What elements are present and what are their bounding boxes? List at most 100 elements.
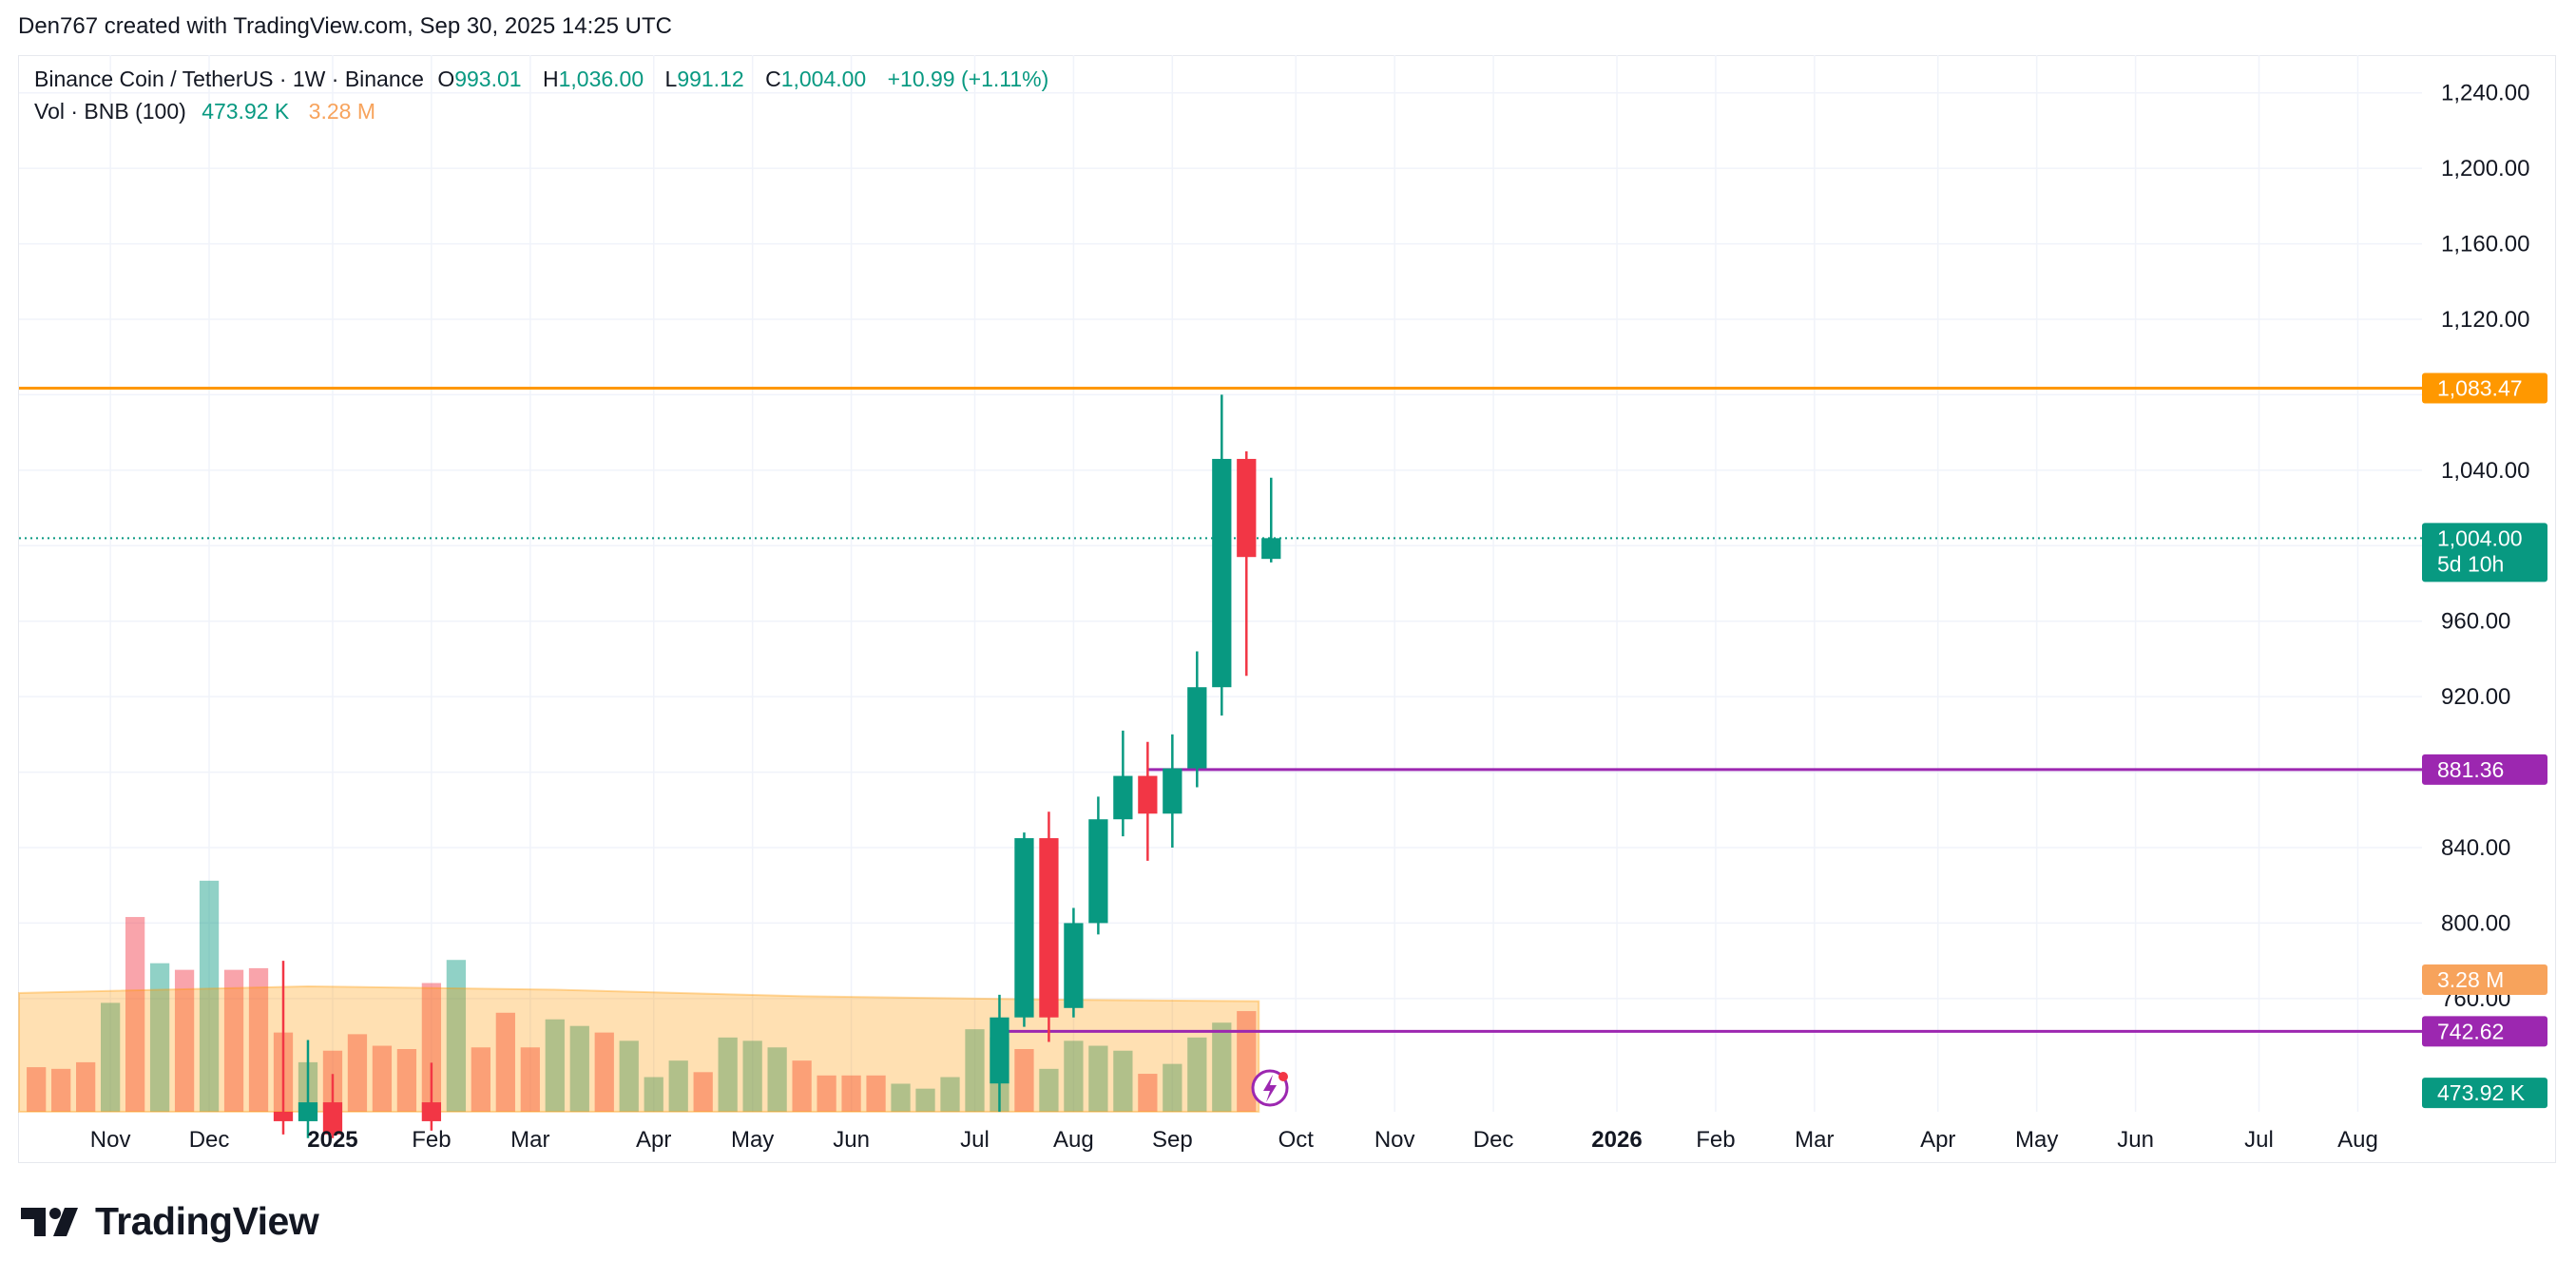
volume-bar: [569, 1025, 589, 1112]
volume-bar: [1237, 1011, 1257, 1112]
volume-bar: [1014, 1049, 1034, 1112]
price-tick-label: 800.00: [2441, 910, 2510, 936]
volume-bar: [76, 1061, 96, 1112]
price-tick-label: 1,040.00: [2441, 458, 2529, 484]
change-value: +10.99 (+1.11%): [887, 67, 1049, 91]
alert-icon[interactable]: [1251, 1069, 1289, 1107]
candle-body: [273, 1112, 294, 1121]
support-price-tag-text: 881.36: [2437, 757, 2504, 782]
symbol-name: Binance Coin / TetherUS · 1W · Binance: [34, 67, 424, 91]
volume-bar: [125, 917, 145, 1112]
volume-bar: [545, 1019, 565, 1112]
time-tick-label: Jun: [2117, 1127, 2154, 1153]
support-price-tag[interactable]: 881.36: [2422, 754, 2547, 785]
last-price-tag-text: 1,004.00: [2437, 525, 2523, 550]
time-tick-label: Dec: [1473, 1127, 1514, 1153]
price-tick-label: 1,160.00: [2441, 232, 2529, 258]
candle[interactable]: [322, 1074, 343, 1138]
volume-tag-bg: [2422, 964, 2547, 995]
volume-bar: [1113, 1050, 1133, 1112]
time-tick-label: Jul: [960, 1127, 990, 1153]
candle[interactable]: [1187, 651, 1207, 788]
candle[interactable]: [1014, 832, 1034, 1027]
candle[interactable]: [273, 961, 294, 1135]
candle-body: [1138, 775, 1158, 814]
time-tick-label: Aug: [2337, 1127, 2378, 1153]
close-value: 1,004.00: [780, 67, 867, 91]
symbol-legend[interactable]: Binance Coin / TetherUS · 1W · Binance O…: [34, 67, 1054, 92]
support-price-tag-bg: [2422, 1016, 2547, 1047]
volume-bar: [199, 880, 220, 1112]
chart-frame[interactable]: [18, 55, 2556, 1163]
volume-bar: [915, 1088, 935, 1112]
candle[interactable]: [1237, 451, 1257, 677]
candle-body: [1088, 819, 1108, 924]
time-tick-label: May: [731, 1127, 774, 1153]
time-tick-label: Apr: [1920, 1127, 1955, 1153]
candle[interactable]: [1261, 477, 1281, 563]
volume-bars: [18, 880, 1260, 1113]
volume-bar: [594, 1032, 614, 1112]
candle[interactable]: [1212, 394, 1232, 716]
volume-label: Vol · BNB (100): [34, 99, 186, 124]
candle[interactable]: [1064, 907, 1084, 1018]
resistance-price-tag-text: 1,083.47: [2437, 376, 2523, 401]
volume-bar: [149, 963, 170, 1112]
volume-bar: [495, 1012, 515, 1112]
volume-bar: [891, 1083, 911, 1112]
low-label: L: [664, 67, 678, 91]
volume-bar: [446, 960, 467, 1112]
chart-attribution: Den767 created with TradingView.com, Sep…: [18, 13, 672, 39]
volume-tag[interactable]: 473.92 K: [2422, 1078, 2547, 1109]
grid-lines: [19, 55, 2422, 1112]
support-price-tag[interactable]: 742.62: [2422, 1016, 2547, 1047]
time-tick-label: Mar: [510, 1127, 549, 1153]
volume-bar: [248, 967, 269, 1112]
volume-value: 473.92 K: [202, 99, 290, 124]
low-value: 991.12: [677, 67, 744, 91]
candle[interactable]: [990, 994, 1009, 1112]
price-tick-label: 840.00: [2441, 835, 2510, 861]
volume-bar: [372, 1045, 393, 1112]
volume-tag[interactable]: 3.28 M: [2422, 964, 2547, 995]
volume-bar: [1138, 1074, 1158, 1112]
candle[interactable]: [1113, 730, 1133, 837]
tradingview-logo[interactable]: TradingView: [21, 1199, 319, 1244]
candle[interactable]: [1088, 796, 1108, 935]
time-tick-label: Nov: [90, 1127, 131, 1153]
candle[interactable]: [421, 1062, 442, 1131]
volume-bar: [223, 969, 244, 1112]
time-tick-label: 2025: [307, 1127, 357, 1153]
candle[interactable]: [298, 1040, 318, 1138]
candle-body: [1261, 538, 1281, 560]
time-tick-label: Jul: [2244, 1127, 2274, 1153]
volume-legend[interactable]: Vol · BNB (100) 473.92 K 3.28 M: [34, 99, 381, 124]
time-tick-label: Nov: [1375, 1127, 1415, 1153]
volume-bar: [1088, 1045, 1108, 1112]
volume-bar: [471, 1047, 490, 1112]
candle-body: [1212, 458, 1232, 688]
candle-body: [1014, 838, 1034, 1018]
candle-body: [1113, 775, 1133, 820]
candle[interactable]: [1138, 741, 1158, 861]
volume-bar: [693, 1072, 713, 1112]
close-label: C: [765, 67, 781, 91]
volume-bar: [767, 1047, 787, 1112]
volume-bar: [1039, 1068, 1059, 1112]
volume-bar: [1064, 1040, 1084, 1112]
support-price-tag-text: 742.62: [2437, 1019, 2504, 1043]
candle[interactable]: [1039, 811, 1059, 1042]
volume-bar: [619, 1040, 639, 1112]
volume-tag-bg: [2422, 1078, 2547, 1109]
resistance-price-tag[interactable]: 1,083.47: [2422, 372, 2547, 404]
candle[interactable]: [1163, 734, 1182, 848]
time-tick-label: Jun: [833, 1127, 870, 1153]
volume-tag-text: 3.28 M: [2437, 967, 2504, 992]
volume-bar: [1163, 1063, 1182, 1112]
candle-body: [322, 1102, 343, 1135]
time-tick-label: Oct: [1278, 1127, 1315, 1153]
price-tick-label: 1,200.00: [2441, 156, 2529, 181]
